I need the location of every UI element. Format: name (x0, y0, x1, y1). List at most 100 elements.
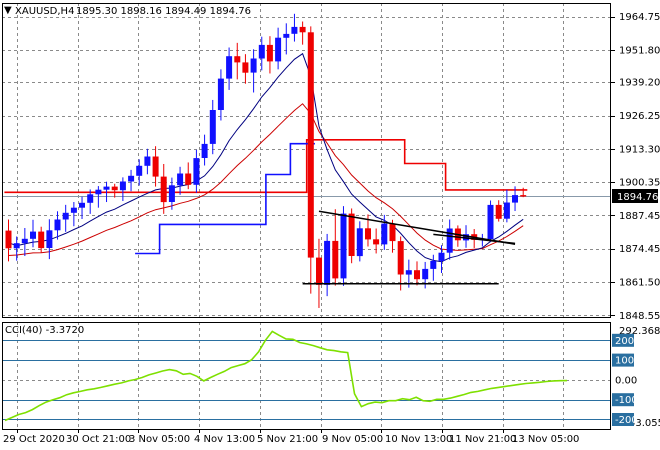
candle-bullish (340, 213, 347, 279)
current-price-label: 1894.76 (617, 192, 658, 203)
current-price-box (612, 189, 658, 203)
candle-bullish (46, 230, 53, 248)
candle-bearish (160, 176, 167, 203)
candle-bearish (234, 56, 241, 63)
candle-bullish (128, 175, 135, 182)
candle-bullish (275, 37, 282, 62)
candle-bullish (201, 143, 208, 158)
price-tick-label: 1861.50 (619, 278, 660, 289)
candle-bullish (283, 33, 290, 38)
candle-bearish (316, 257, 322, 285)
candle-bullish (54, 219, 61, 231)
candle-bearish (38, 231, 45, 249)
candle-bullish (258, 44, 265, 59)
candle-bullish (512, 195, 518, 203)
price-tick-label: 1887.45 (619, 211, 660, 222)
candle-bearish (266, 44, 273, 62)
candle-bullish (291, 26, 298, 34)
cci-indicator-layer (2, 330, 611, 422)
candle-bullish (430, 260, 437, 269)
candle-bearish (414, 270, 420, 280)
candle-bearish (299, 26, 306, 33)
time-tick-label: 29 Oct 2020 (3, 434, 65, 445)
stop-line-upper (4, 139, 528, 194)
cci-level-label: -100 (615, 395, 638, 406)
candle-bullish (136, 165, 143, 176)
candle-bearish (495, 204, 502, 219)
candle-bullish (209, 110, 216, 144)
candle-bearish (111, 186, 118, 191)
price-tick-label: 1900.35 (619, 178, 660, 189)
candle-bullish (79, 202, 85, 208)
price-tick-label: 1848.55 (619, 311, 660, 322)
candle-bullish (21, 238, 28, 244)
candle-bullish (405, 270, 412, 275)
candle-bullish (144, 156, 151, 166)
candle-bullish (324, 240, 331, 285)
chart-frame (2, 3, 611, 430)
cci-line (4, 330, 568, 422)
candle-bearish (520, 195, 527, 197)
candle-bearish (389, 223, 396, 242)
price-tick-label: 1913.30 (619, 144, 660, 155)
candle-bullish (103, 186, 110, 190)
time-tick-label: 9 Nov 05:00 (322, 434, 383, 445)
time-tick-label: 11 Nov 21:00 (449, 434, 516, 445)
time-tick-label: 5 Nov 21:00 (257, 434, 318, 445)
time-tick-label: 10 Nov 13:00 (385, 434, 452, 445)
candle-bullish (438, 252, 445, 261)
stop-lines-layer (4, 139, 528, 255)
cci-level-label-box (612, 393, 634, 407)
symbol-timeframe-label: XAUUSD,H4 (15, 6, 74, 17)
time-tick-label: 13 Nov 05:00 (512, 434, 579, 445)
candle-bearish (332, 240, 339, 279)
candle-bullish (30, 231, 36, 239)
candle-bearish (365, 228, 371, 240)
candle-bearish (397, 241, 404, 275)
cci-level-label: 200 (615, 336, 634, 347)
candlesticks-layer (5, 13, 527, 308)
candle-bearish (185, 173, 192, 185)
fast-moving-average-line (8, 52, 524, 263)
candle-bullish (422, 268, 429, 280)
candle-bearish (307, 32, 314, 258)
trendline (433, 233, 516, 245)
candle-bullish (87, 194, 94, 203)
candle-bullish (168, 185, 175, 202)
cci-level-label: 100 (615, 356, 634, 367)
cci-axis-max-label: 292.3687 (619, 326, 660, 337)
slow-moving-average-line (8, 103, 524, 256)
candle-bullish (250, 58, 257, 73)
candle-bullish (217, 78, 224, 110)
candle-bullish (446, 228, 453, 253)
cci-level-label-box (612, 413, 634, 426)
candle-bullish (95, 189, 102, 195)
candle-bullish (503, 202, 510, 219)
time-tick-label: 3 Nov 05:00 (129, 434, 190, 445)
candle-bearish (348, 213, 355, 256)
price-tick-label: 1964.75 (619, 12, 660, 23)
candle-bullish (226, 56, 233, 79)
moving-averages-layer (8, 52, 524, 263)
candle-bullish (487, 204, 494, 240)
candle-bullish (177, 173, 184, 186)
chart-header: ▼ XAUUSD,H4 1895.30 1898.16 1894.49 1894… (4, 5, 251, 336)
main-panel-border (2, 3, 611, 318)
cci-panel-border (2, 322, 611, 430)
price-tick-label: 1951.80 (619, 45, 660, 56)
candle-bearish (5, 230, 12, 249)
price-tick-label: 1926.25 (619, 111, 660, 122)
trendlines-layer (302, 210, 516, 285)
cci-level-label-box (612, 353, 634, 367)
symbol-menu-arrow[interactable]: ▼ (4, 5, 12, 16)
stop-line-lower (135, 142, 315, 255)
cci-level-label-box (612, 333, 634, 347)
cci-level-label: 0.00 (615, 375, 637, 386)
candle-bearish (152, 156, 159, 177)
cci-indicator-label: CCI(40) -3.3720 (5, 325, 84, 336)
candle-bearish (373, 239, 380, 245)
candle-bullish (381, 223, 388, 245)
price-tick-label: 1874.45 (619, 244, 660, 255)
candle-bullish (13, 243, 20, 249)
cci-level-label: -200 (615, 415, 638, 426)
